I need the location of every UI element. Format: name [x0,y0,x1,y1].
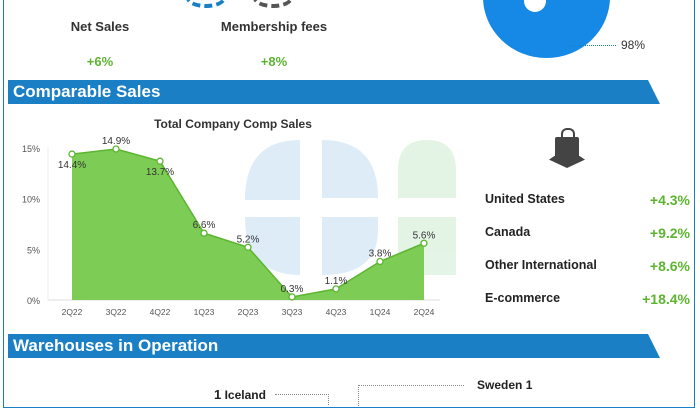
x-tick-label: 1Q23 [194,307,215,317]
region-value: +8.6% [649,258,690,274]
data-point [68,150,76,158]
warehouse-country: Sweden [477,378,523,392]
data-point [112,145,120,153]
data-label: 1.1% [325,276,348,287]
warehouse-count: 1 [214,387,222,402]
warehouse-count: 1 [525,378,533,392]
shopping-bag-icon [547,128,587,170]
section-comparable-sales: Comparable Sales [8,80,660,104]
kpi-label: Membership fees [220,19,328,34]
region-name: E-commerce [485,291,561,305]
kpi-membership: Membership fees +8% [194,19,354,69]
kpi-label: Net Sales [70,19,130,34]
pie-label: 98% [621,38,646,52]
x-tick-label: 1Q24 [370,307,391,317]
region-row: United States +4.3% [485,192,690,208]
x-tick-label: 3Q22 [106,307,127,317]
data-label: 13.7% [146,167,174,178]
data-point [156,157,164,165]
kpi-value: +8% [260,54,288,69]
region-row: Canada +9.2% [485,225,690,241]
data-label: 6.6% [193,220,216,231]
region-name: Other International [485,258,597,272]
region-name: United States [485,192,565,206]
region-value: +9.2% [649,225,690,241]
region-row: Other International +8.6% [485,258,690,274]
data-label: 5.6% [413,230,436,241]
chart-title: Total Company Comp Sales [154,117,312,131]
region-row: E-commerce +18.4% [485,291,690,307]
data-label: 5.2% [237,234,260,245]
warehouse-sweden: Sweden 1 [477,378,532,392]
y-tick-label: 15% [22,144,40,154]
x-tick-label: 2Q24 [414,307,435,317]
x-tick-label: 2Q22 [62,307,83,317]
data-point [376,257,384,266]
data-point [288,293,296,301]
data-point [244,243,252,251]
kpi-value: +6% [86,54,114,69]
x-tick-label: 2Q23 [238,307,259,317]
data-point [420,239,428,247]
pie-leader-line [570,45,616,46]
region-value: +4.3% [649,192,690,208]
x-tick-label: 4Q23 [326,307,347,317]
region-name: Canada [485,225,531,239]
data-label: 14.4% [58,160,86,171]
warehouse-iceland: 1 Iceland [214,387,266,402]
y-tick-label: 5% [27,245,40,255]
y-tick-label: 10% [22,195,40,205]
y-tick-label: 0% [27,296,40,306]
area-fill [72,149,424,300]
data-label: 14.9% [102,136,130,147]
x-tick-label: 3Q23 [282,307,303,317]
data-point [332,285,340,293]
data-point [200,229,208,237]
kpi-net-sales: Net Sales +6% [20,19,180,69]
comp-sales-chart: Total Company Comp Sales 0% 5% 10% 15% 2Q22 3… [22,117,456,317]
pie-hole [524,0,546,12]
sweden-leader [358,385,464,406]
data-label: 3.8% [369,248,392,259]
region-value: +18.4% [642,291,690,307]
data-label: 0.3% [281,284,304,295]
x-tick-label: 4Q22 [150,307,171,317]
watermark-logo [245,140,456,275]
warehouse-country: Iceland [224,388,266,402]
section-warehouses: Warehouses in Operation [8,334,660,358]
